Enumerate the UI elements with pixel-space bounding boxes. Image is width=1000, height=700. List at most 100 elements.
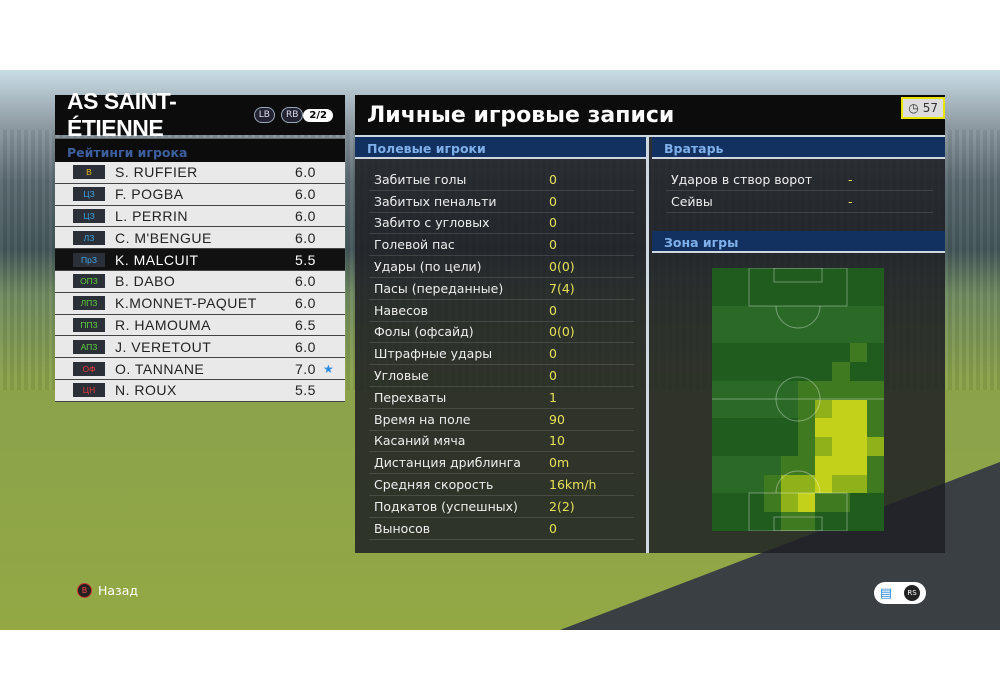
position-badge: ПрЗ [73, 252, 105, 267]
heatmap-cell [798, 437, 816, 457]
heatmap-cell [815, 493, 833, 513]
stat-row: Дистанция дриблинга 0m [369, 452, 634, 475]
heatmap-cell [729, 343, 747, 363]
player-row[interactable]: ЦН N. ROUX 5.5 [55, 379, 345, 402]
heatmap-cell [832, 474, 851, 494]
heatmap-cell [849, 361, 868, 382]
heatmap-cell [798, 493, 816, 513]
heatmap-cell [780, 455, 799, 476]
position-badge: ЦН [73, 383, 105, 398]
heatmap-cell [780, 474, 799, 494]
heatmap-cell [712, 343, 730, 363]
player-name: O. TANNANE [115, 360, 205, 377]
chat-icon[interactable]: ▤ [879, 585, 893, 601]
heatmap-cell [849, 380, 868, 400]
heatmap-cell [746, 512, 765, 532]
heatmap-cell [729, 305, 747, 325]
player-name: K. MALCUIT [115, 251, 199, 268]
stat-label: Касаний мяча [374, 433, 466, 449]
player-row[interactable]: АПЗ J. VERETOUT 6.0 [55, 336, 345, 359]
heatmap-cell [746, 418, 765, 438]
heatmap-cell [780, 286, 799, 307]
player-row[interactable]: В S. RUFFIER 6.0 [55, 162, 345, 184]
heatmap-cell [763, 343, 782, 363]
player-rating: 5.5 [295, 251, 316, 268]
heatmap-cell [849, 305, 868, 325]
stat-value: 0 [549, 171, 557, 187]
player-row[interactable]: ППЗ R. HAMOUMA 6.5 [55, 314, 345, 337]
heatmap-cell [729, 455, 747, 476]
heatmap-cell [849, 268, 868, 288]
stat-value: 0 [549, 346, 557, 362]
heatmap-cell [815, 455, 833, 476]
player-rating: 6.0 [295, 338, 316, 355]
player-row[interactable]: ЦЗ L. PERRIN 6.0 [55, 205, 345, 228]
rs-stick-icon[interactable]: RS [904, 585, 921, 601]
player-row[interactable]: ПрЗ K. MALCUIT 5.5 [55, 249, 345, 271]
stat-label: Ударов в створ ворот [671, 171, 813, 187]
heatmap-cell [798, 474, 816, 494]
player-row[interactable]: ОФ O. TANNANE 7.0 ★ [55, 358, 345, 380]
heatmap-cell [712, 380, 730, 400]
heatmap-cell [849, 286, 868, 307]
heatmap-cell [729, 418, 747, 438]
heatmap-cell [798, 361, 816, 382]
player-rating: 6.0 [295, 186, 316, 203]
heatmap-cell [712, 324, 730, 344]
player-name: N. ROUX [115, 382, 177, 399]
player-row[interactable]: ЛЗ C. M'BENGUE 6.0 [55, 227, 345, 250]
heatmap-cell [763, 474, 782, 494]
heatmap-cell [729, 380, 747, 400]
player-rating: 6.5 [295, 316, 316, 333]
heatmap-cell [763, 286, 782, 307]
stat-row: Подкатов (успешных) 2(2) [369, 496, 634, 518]
position-badge: ЦЗ [73, 187, 105, 202]
heatmap-cell [763, 418, 782, 438]
heatmap-cell [746, 343, 765, 363]
heatmap-cell [746, 493, 765, 513]
heatmap-cell [746, 474, 765, 494]
heatmap-cell [763, 437, 782, 457]
stat-label: Угловые [374, 368, 429, 384]
heatmap-cell [746, 305, 765, 325]
player-row[interactable]: ЛПЗ K.MONNET-PAQUET 6.0 [55, 292, 345, 315]
heatmap-cell [849, 437, 868, 457]
heatmap-cell [729, 474, 747, 494]
heatmap-cell [746, 268, 765, 288]
lb-button-icon[interactable]: LB [253, 107, 275, 123]
player-name: B. DABO [115, 273, 176, 290]
timer-value: 57 [922, 101, 938, 115]
player-row[interactable]: ОПЗ B. DABO 6.0 [55, 270, 345, 293]
stat-value: 0 [549, 193, 557, 209]
position-badge: ЛЗ [73, 230, 105, 245]
heatmap-cell [763, 268, 782, 288]
heatmap-cell [780, 343, 799, 363]
heatmap-cell [866, 437, 885, 457]
pitch-lines [712, 268, 884, 531]
heatmap-cell [832, 343, 851, 363]
page-indicator: 2/2 [303, 108, 333, 122]
heatmap-cell [780, 268, 799, 288]
stat-row: Голевой пас 0 [369, 234, 634, 257]
player-rating: 6.0 [295, 273, 316, 290]
heatmap-cell [729, 399, 747, 419]
heatmap-cell [763, 512, 782, 532]
heatmap-cell [746, 437, 765, 457]
back-button[interactable]: B Назад [77, 583, 138, 598]
player-row[interactable]: ЦЗ F. POGBA 6.0 [55, 183, 345, 206]
star-icon: ★ [323, 361, 335, 376]
rb-button-icon[interactable]: RB [280, 107, 304, 123]
stat-label: Дистанция дриблинга [374, 455, 521, 471]
team-name: AS SAINT-ÉTIENNE [67, 88, 177, 141]
stat-value: 0 [549, 368, 557, 384]
heatmap-cell [798, 343, 816, 363]
stat-value: 1 [549, 389, 557, 405]
zone-title: Зона игры [652, 230, 945, 253]
heatmap-cell [729, 324, 747, 344]
heatmap-cell [798, 324, 816, 344]
heatmap-cell [712, 418, 730, 438]
heatmap-cell [763, 493, 782, 513]
heatmap-cell [815, 286, 833, 307]
stat-value: 16km/h [549, 477, 597, 493]
heatmap-cell [849, 418, 868, 438]
